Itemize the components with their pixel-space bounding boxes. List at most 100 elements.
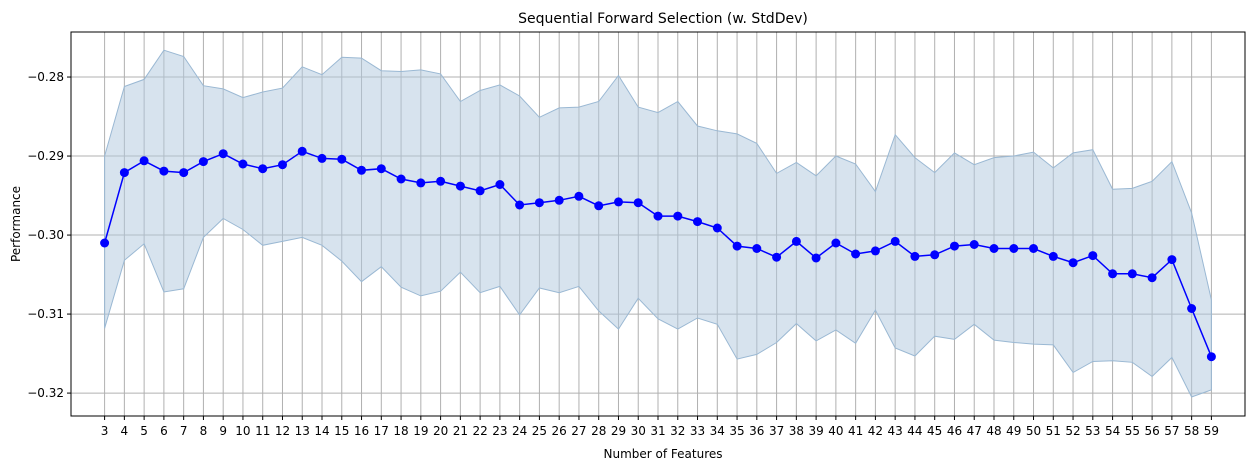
- x-tick-label: 52: [1065, 424, 1080, 438]
- x-tick-label: 28: [591, 424, 606, 438]
- y-tick-label: −0.28: [27, 70, 64, 84]
- data-point: [831, 238, 841, 248]
- x-tick-label: 48: [986, 424, 1001, 438]
- data-point: [278, 160, 287, 170]
- y-tick-label: −0.31: [27, 307, 64, 321]
- x-ticks: 3 4 5 6 7 8 9 10 11 12 13 14 15 16 17 18 19 20 21 22 23 24 25 2…: [101, 416, 1219, 438]
- x-tick-label: 5: [140, 424, 148, 438]
- data-point: [534, 198, 544, 208]
- x-tick-label: 39: [808, 424, 823, 438]
- x-tick-label: 45: [927, 424, 942, 438]
- x-tick-label: 55: [1125, 424, 1140, 438]
- data-point: [1048, 251, 1058, 261]
- data-point: [673, 211, 683, 221]
- x-axis-label: Number of Features: [604, 447, 723, 461]
- x-tick-label: 6: [160, 424, 168, 438]
- data-point: [633, 198, 643, 208]
- data-point: [297, 146, 307, 156]
- data-point: [732, 241, 742, 251]
- x-tick-label: 18: [393, 424, 408, 438]
- data-point: [1127, 269, 1137, 279]
- data-point: [1029, 244, 1038, 253]
- x-tick-label: 10: [235, 424, 250, 438]
- data-point: [693, 217, 702, 227]
- data-point: [791, 236, 801, 246]
- y-tick-label: −0.29: [27, 149, 64, 163]
- data-point: [614, 197, 623, 207]
- data-point: [910, 251, 920, 261]
- x-tick-label: 32: [670, 424, 685, 438]
- x-tick-label: 17: [374, 424, 389, 438]
- data-point: [357, 165, 366, 175]
- x-tick-label: 36: [749, 424, 764, 438]
- x-tick-label: 44: [907, 424, 922, 438]
- data-point: [119, 168, 129, 178]
- x-tick-label: 21: [453, 424, 468, 438]
- x-tick-label: 35: [729, 424, 744, 438]
- data-point: [554, 195, 564, 205]
- x-tick-label: 46: [947, 424, 962, 438]
- data-point: [1206, 352, 1216, 362]
- data-point: [752, 244, 762, 253]
- x-tick-label: 37: [769, 424, 784, 438]
- x-tick-label: 40: [828, 424, 843, 438]
- data-point: [1068, 258, 1078, 268]
- x-tick-label: 14: [314, 424, 329, 438]
- data-point: [100, 238, 110, 248]
- x-tick-label: 26: [552, 424, 567, 438]
- x-tick-label: 58: [1184, 424, 1199, 438]
- data-point: [930, 250, 940, 260]
- x-tick-label: 20: [433, 424, 448, 438]
- data-point: [1009, 244, 1019, 253]
- data-point: [1147, 273, 1157, 283]
- data-point: [515, 200, 525, 210]
- x-tick-label: 8: [200, 424, 208, 438]
- x-tick-label: 49: [1006, 424, 1021, 438]
- x-tick-label: 53: [1085, 424, 1100, 438]
- data-point: [851, 249, 861, 259]
- x-tick-label: 59: [1204, 424, 1219, 438]
- data-point: [811, 253, 821, 263]
- x-tick-label: 23: [492, 424, 507, 438]
- x-tick-label: 47: [967, 424, 982, 438]
- x-tick-label: 38: [789, 424, 804, 438]
- x-tick-label: 11: [255, 424, 270, 438]
- x-tick-label: 34: [710, 424, 725, 438]
- x-tick-label: 56: [1144, 424, 1159, 438]
- x-tick-label: 16: [354, 424, 369, 438]
- x-tick-label: 41: [848, 424, 863, 438]
- data-point: [179, 168, 189, 178]
- data-point: [1088, 251, 1098, 261]
- x-tick-label: 42: [868, 424, 883, 438]
- data-point: [416, 178, 426, 188]
- data-point: [376, 164, 386, 174]
- data-point: [594, 201, 604, 211]
- x-tick-label: 25: [532, 424, 547, 438]
- x-tick-label: 57: [1164, 424, 1179, 438]
- y-tick-label: −0.32: [27, 386, 64, 400]
- x-tick-label: 24: [512, 424, 527, 438]
- data-point: [950, 241, 959, 251]
- x-tick-label: 9: [219, 424, 227, 438]
- y-tick-label: −0.30: [27, 228, 64, 242]
- data-point: [495, 180, 505, 189]
- data-point: [1167, 255, 1177, 265]
- std-band: [104, 49, 1212, 398]
- chart-title: Sequential Forward Selection (w. StdDev): [518, 11, 808, 27]
- x-tick-label: 29: [611, 424, 626, 438]
- x-tick-label: 30: [631, 424, 646, 438]
- data-point: [396, 174, 406, 184]
- x-tick-label: 3: [101, 424, 109, 438]
- x-tick-label: 22: [472, 424, 487, 438]
- x-tick-label: 19: [413, 424, 428, 438]
- x-tick-label: 27: [571, 424, 586, 438]
- data-point: [1187, 304, 1197, 313]
- data-point: [890, 236, 900, 246]
- data-point: [574, 191, 584, 201]
- std-band-area: [104, 49, 1212, 398]
- data-point: [989, 244, 999, 253]
- data-point: [139, 156, 149, 166]
- data-point: [455, 181, 465, 191]
- data-point: [159, 166, 169, 176]
- x-tick-label: 51: [1046, 424, 1061, 438]
